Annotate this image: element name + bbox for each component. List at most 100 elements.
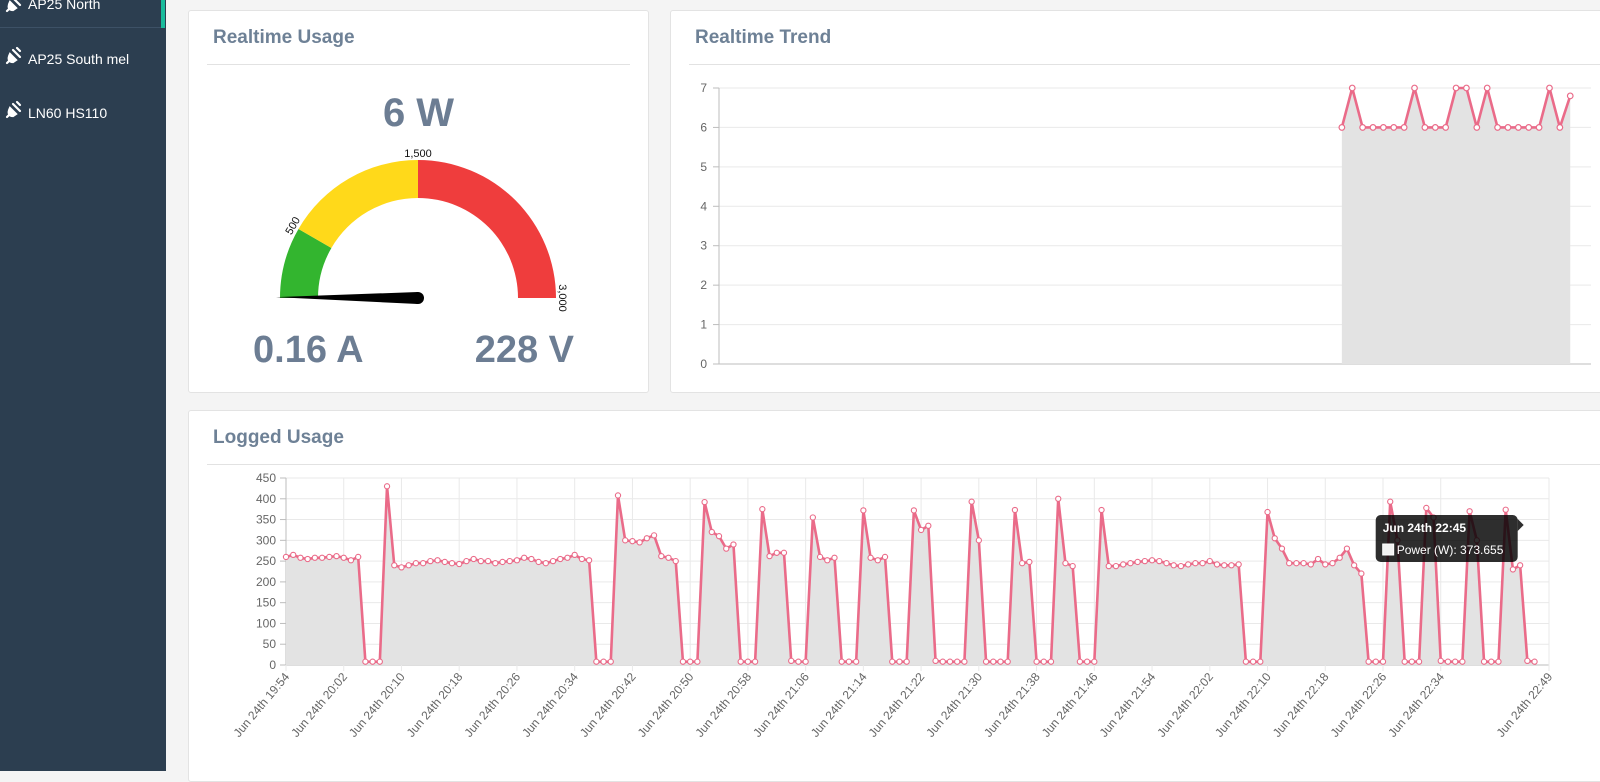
x-tick-label: Jun 24th 20:58: [692, 670, 754, 740]
data-point: [1338, 124, 1346, 131]
data-point: [578, 555, 586, 563]
sidebar-item-ln60-hs110[interactable]: LN60 HS110: [0, 92, 166, 146]
data-point: [795, 658, 802, 665]
x-tick-label: Jun 24th 22:02: [1154, 670, 1216, 740]
y-tick-label: 100: [256, 616, 276, 630]
data-point: [643, 535, 651, 542]
data-point: [831, 554, 838, 561]
data-point: [1459, 658, 1466, 665]
data-point: [1076, 658, 1084, 665]
sidebar-item-ap25-south-mel[interactable]: AP25 South mel: [0, 38, 166, 92]
x-tick-label: Jun 24th 22:49: [1494, 670, 1556, 740]
data-point: [1411, 84, 1418, 92]
x-tick-label: Jun 24th 21:14: [808, 670, 870, 740]
data-point: [730, 541, 737, 548]
y-tick-label: 200: [256, 575, 276, 589]
data-point: [1480, 658, 1488, 665]
data-point: [773, 549, 780, 556]
data-point: [802, 658, 809, 665]
data-point: [961, 658, 968, 665]
data-point: [1264, 508, 1271, 516]
data-point: [1062, 560, 1069, 567]
data-point: [1047, 658, 1055, 665]
data-point: [1105, 562, 1112, 570]
data-point: [1329, 560, 1336, 567]
y-tick-label: 1: [700, 318, 707, 332]
data-point: [1286, 560, 1293, 567]
data-point: [484, 557, 492, 565]
data-point: [1452, 658, 1459, 665]
data-point: [369, 658, 376, 665]
data-point: [954, 658, 961, 665]
data-point: [1242, 658, 1250, 665]
data-point: [1556, 124, 1564, 131]
plug-icon: [5, 100, 22, 119]
sidebar: AP25 North AP25 South mel LN60 HS110: [0, 0, 166, 771]
data-point: [650, 532, 658, 539]
data-point: [1127, 560, 1134, 567]
data-point: [1134, 558, 1141, 566]
data-point: [564, 554, 571, 561]
data-point: [398, 564, 405, 571]
data-point: [499, 558, 506, 566]
y-tick-label: 0: [700, 357, 707, 371]
x-tick-label: Jun 24th 20:34: [519, 670, 581, 740]
data-point: [1018, 560, 1026, 567]
data-point: [636, 539, 643, 546]
data-point: [982, 658, 990, 665]
data-point: [1091, 658, 1098, 665]
data-point: [1372, 658, 1379, 665]
gauge-needle-hub: [412, 292, 424, 304]
data-point: [1488, 658, 1495, 665]
data-point: [1401, 658, 1408, 665]
data-point: [419, 560, 427, 567]
data-point: [593, 658, 600, 665]
data-point: [549, 557, 557, 565]
data-point: [1098, 506, 1105, 514]
data-point: [304, 555, 311, 563]
x-tick-label: Jun 24th 20:50: [635, 670, 697, 740]
data-point: [340, 554, 347, 561]
data-point: [701, 498, 708, 506]
data-point: [326, 553, 333, 561]
series-area: [286, 486, 1535, 665]
data-point: [997, 658, 1004, 665]
data-point: [441, 558, 448, 566]
y-tick-label: 150: [256, 596, 276, 610]
x-tick-label: Jun 24th 20:10: [346, 670, 408, 740]
data-point: [629, 538, 636, 545]
x-tick-label: Jun 24th 20:26: [461, 670, 523, 740]
x-tick-label: Jun 24th 21:30: [923, 670, 985, 740]
data-point: [1524, 657, 1531, 664]
data-point: [715, 533, 723, 540]
x-tick-label: Jun 24th 21:06: [750, 670, 812, 740]
sidebar-item-ap25-north[interactable]: AP25 North: [0, 0, 166, 42]
tooltip-box: [1375, 515, 1518, 562]
sidebar-divider: [0, 27, 161, 28]
data-point: [1421, 124, 1429, 131]
data-point: [376, 658, 383, 665]
data-point: [1509, 566, 1517, 573]
data-point: [1055, 495, 1062, 502]
data-point: [622, 537, 629, 544]
data-point: [1379, 658, 1387, 665]
data-point: [521, 554, 528, 561]
data-point: [513, 557, 521, 564]
data-point: [1514, 124, 1522, 131]
y-tick-label: 6: [700, 120, 707, 134]
data-point: [1442, 124, 1450, 131]
data-point: [1069, 562, 1076, 570]
data-point: [585, 557, 593, 564]
gauge-band: [418, 160, 556, 298]
data-point: [968, 498, 975, 505]
y-tick-label: 7: [700, 81, 707, 95]
data-point: [1444, 658, 1452, 665]
data-point: [1213, 561, 1221, 568]
data-point: [1483, 84, 1491, 92]
data-point: [1271, 535, 1278, 542]
data-point: [990, 658, 997, 665]
x-tick-label: Jun 24th 22:10: [1212, 670, 1274, 740]
data-point: [1415, 658, 1423, 665]
y-tick-label: 3: [700, 239, 707, 253]
